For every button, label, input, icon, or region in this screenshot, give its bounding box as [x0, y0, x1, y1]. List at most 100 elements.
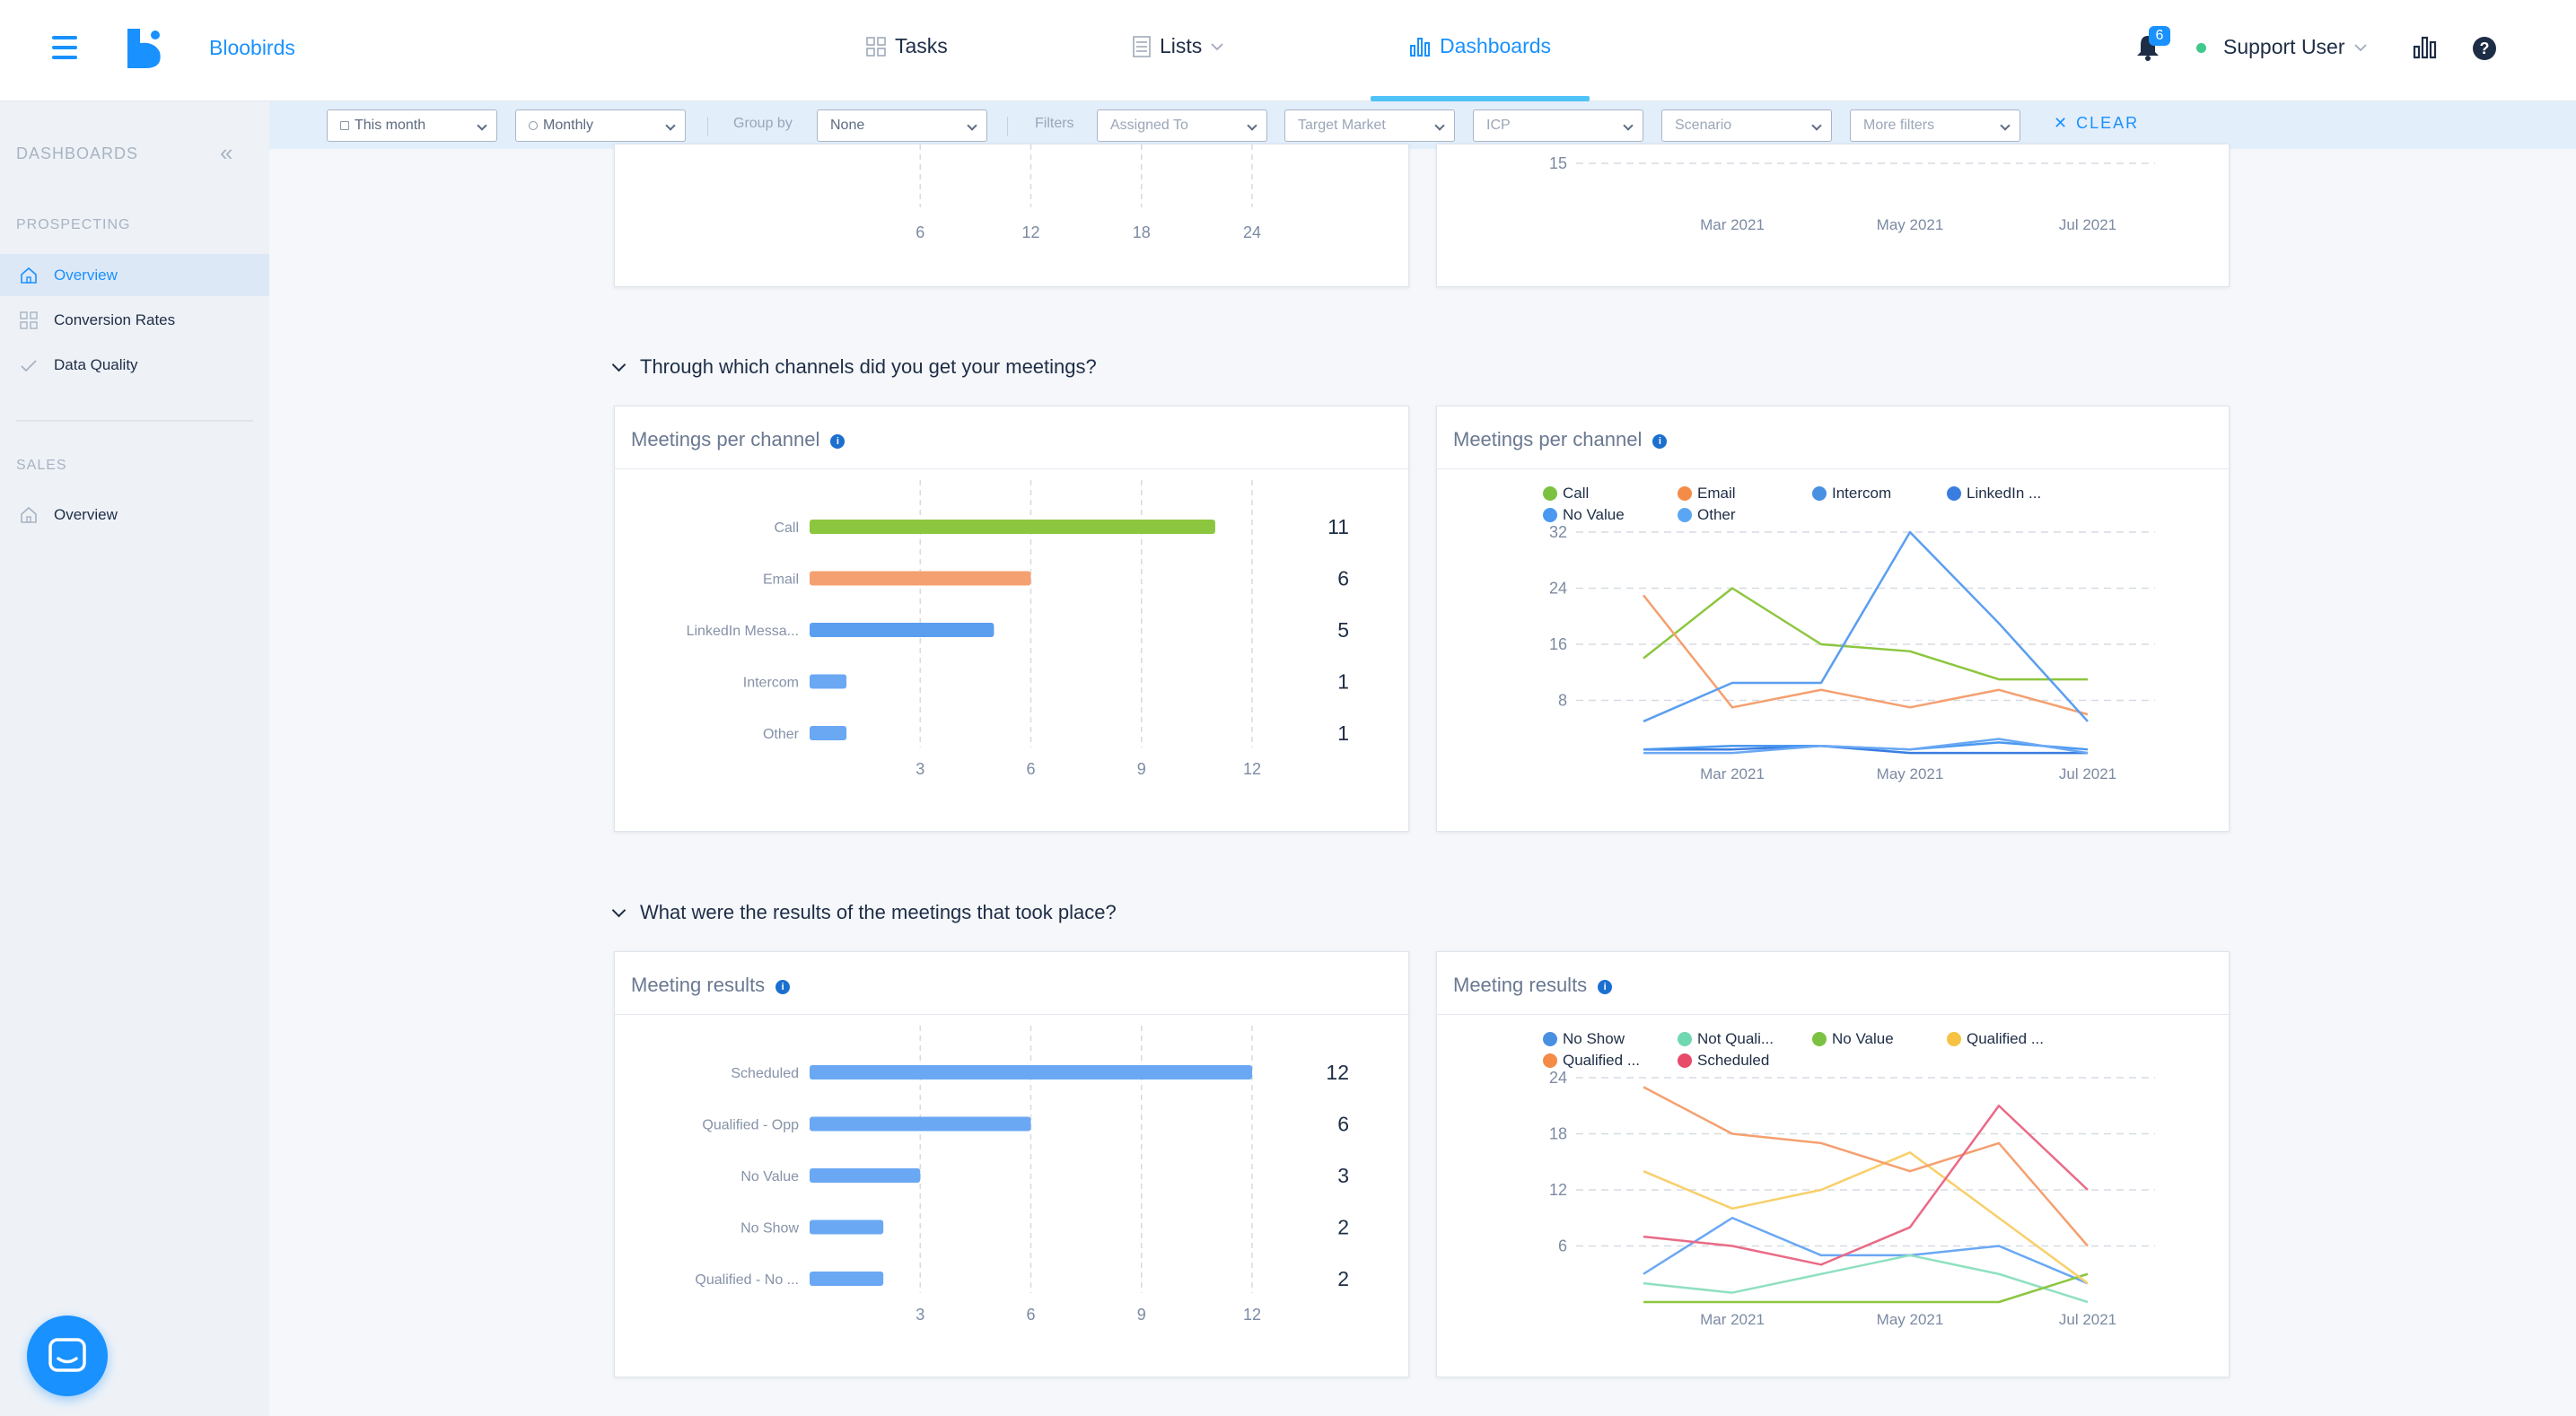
active-tab-indicator	[1371, 96, 1590, 101]
home-icon	[21, 506, 37, 523]
bar	[810, 1219, 884, 1235]
series-line	[1643, 1151, 2089, 1285]
series-line	[1643, 1272, 2089, 1304]
chat-launcher-button[interactable]	[27, 1315, 108, 1396]
legend-label: Email	[1697, 485, 1736, 502]
group-by-value: None	[830, 118, 865, 133]
meetings-per-channel-line-chart: Call Email Intercom LinkedIn ... No Value Oth…	[1543, 485, 2155, 782]
card-title: Meeting results i	[1453, 974, 1613, 997]
nav-dashboards[interactable]: Dashboards	[1409, 34, 1551, 58]
data-label: 1	[1337, 721, 1349, 745]
y-tick-label: 24	[1549, 1069, 1567, 1087]
category-label: Other	[763, 727, 800, 742]
legend-swatch	[1947, 1032, 1961, 1046]
bar	[810, 571, 1031, 586]
home-icon	[21, 267, 37, 284]
legend-label: No Value	[1832, 1030, 1894, 1047]
more-filters-select[interactable]: More filters	[1850, 109, 2020, 142]
filter-bar: This month Monthly Group by None Filters…	[269, 101, 2576, 149]
x-tick-label: 6	[1026, 1306, 1035, 1324]
legend-swatch	[1678, 1053, 1692, 1068]
scenario-filter[interactable]: Scenario	[1661, 109, 1832, 142]
data-label: 1	[1337, 670, 1349, 694]
info-icon[interactable]: i	[1652, 434, 1668, 449]
sidebar-title: DASHBOARDS	[16, 144, 139, 162]
chevron-down-icon	[2353, 43, 2367, 51]
user-menu[interactable]: Support User	[2223, 35, 2367, 59]
bar	[810, 623, 994, 637]
collapse-sidebar-icon[interactable]: «	[220, 139, 233, 166]
meeting-results-bar-chart: 3 6 9 12 Scheduled 12 Qualified - Opp 6 No Value…	[695, 1026, 1349, 1324]
meeting-results-bar-card: Meeting results i 3 6 9 12 Scheduled 12 Qualifi…	[614, 951, 1409, 1377]
category-label: Call	[774, 520, 799, 536]
notification-badge: 6	[2149, 26, 2170, 46]
target-market-filter[interactable]: Target Market	[1284, 109, 1455, 142]
legend-label: Call	[1563, 485, 1589, 502]
legend-label: Other	[1697, 506, 1736, 523]
results-section-toggle[interactable]: What were the results of the meetings th…	[611, 901, 1117, 924]
category-label: Scheduled	[731, 1066, 799, 1081]
sidebar-item-conversion-rates[interactable]: Conversion Rates	[0, 299, 269, 341]
legend-swatch	[1543, 1053, 1557, 1068]
sidebar-section-sales: SALES	[16, 458, 67, 473]
meeting-results-line-chart: No Show Not Quali... No Value Qualified ...…	[1543, 1030, 2155, 1328]
channels-section-toggle[interactable]: Through which channels did you get your …	[611, 355, 1097, 379]
x-tick-label: Mar 2021	[1700, 765, 1765, 782]
data-label: 12	[1326, 1061, 1349, 1084]
bloobirds-logo[interactable]	[126, 27, 163, 70]
legend-label: Scheduled	[1697, 1052, 1769, 1069]
info-icon[interactable]: i	[830, 434, 846, 449]
sidebar-item-label: Overview	[54, 266, 118, 284]
category-label: LinkedIn Messa...	[687, 624, 799, 639]
info-icon[interactable]: i	[1598, 980, 1613, 994]
x-tick-label: May 2021	[1877, 1311, 1944, 1328]
meetings-per-channel-bar-card: Meetings per channel i 3 6 9 12 Call 11 Email 6 L…	[614, 406, 1409, 832]
sidebar-item-data-quality[interactable]: Data Quality	[0, 344, 269, 386]
nav-dashboards-label: Dashboards	[1440, 34, 1552, 57]
category-label: Intercom	[743, 676, 799, 691]
category-label: No Show	[740, 1221, 799, 1237]
chevron-down-icon	[611, 357, 626, 371]
grid-icon	[866, 36, 886, 57]
nav-lists[interactable]: Lists	[1133, 34, 1223, 58]
legend-swatch	[1678, 1032, 1692, 1046]
top-line-chart-card: 15 Mar 2021 May 2021 Jul 2021	[1436, 144, 2230, 287]
icp-filter[interactable]: ICP	[1473, 109, 1643, 142]
series-line	[1643, 1217, 2089, 1285]
x-tick-label: May 2021	[1877, 216, 1944, 233]
date-range-select[interactable]: This month	[327, 109, 497, 142]
legend-label: No Show	[1563, 1030, 1625, 1047]
brand-name[interactable]: Bloobirds	[209, 36, 295, 59]
sidebar-item-sales-overview[interactable]: Overview	[0, 494, 269, 536]
y-tick-label: 15	[1549, 154, 1567, 172]
x-tick-label: Mar 2021	[1700, 1311, 1765, 1328]
info-icon[interactable]: i	[775, 980, 791, 994]
statistics-icon[interactable]	[2413, 36, 2438, 59]
top-bar-chart-card: 6 12 18 24	[614, 144, 1409, 287]
legend-label: No Value	[1563, 506, 1625, 523]
y-tick-label: 32	[1549, 523, 1567, 541]
nav-tasks[interactable]: Tasks	[866, 34, 948, 58]
granularity-value: Monthly	[543, 118, 594, 133]
bar	[810, 674, 847, 689]
data-label: 2	[1337, 1216, 1349, 1239]
assigned-to-filter[interactable]: Assigned To	[1097, 109, 1267, 142]
help-icon[interactable]: ?	[2473, 37, 2496, 60]
x-tick-label: 6	[916, 223, 924, 241]
bar	[810, 1116, 1031, 1132]
x-tick-label: 12	[1021, 223, 1039, 241]
hamburger-menu-icon[interactable]	[52, 36, 77, 59]
group-by-select[interactable]: None	[817, 109, 987, 142]
granularity-select[interactable]: Monthly	[515, 109, 686, 142]
channels-section-title: Through which channels did you get your …	[640, 355, 1097, 378]
series-line	[1643, 1086, 2089, 1247]
sidebar-item-prospecting-overview[interactable]: Overview	[0, 254, 269, 296]
bar	[810, 1168, 921, 1183]
chat-icon	[48, 1338, 86, 1372]
x-tick-label: Jul 2021	[2059, 1311, 2116, 1328]
calendar-icon	[340, 121, 349, 130]
clear-filters-button[interactable]: ✕ CLEAR	[2054, 114, 2139, 133]
series-line	[1643, 745, 2088, 755]
x-tick-label: 9	[1137, 1306, 1146, 1324]
x-tick-label: 6	[1026, 760, 1035, 778]
